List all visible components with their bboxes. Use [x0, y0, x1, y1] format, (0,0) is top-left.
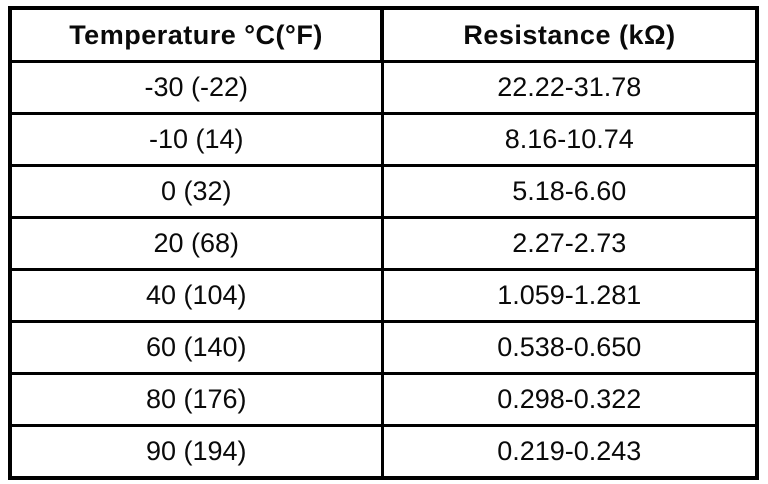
temperature-cell: 90 (194): [8, 424, 384, 480]
resistance-cell: 1.059-1.281: [380, 268, 759, 323]
table-header-row: Temperature °C(°F) Resistance (kΩ): [8, 6, 759, 63]
resistance-cell: 0.538-0.650: [380, 320, 759, 375]
table-row: -30 (-22) 22.22-31.78: [8, 60, 759, 115]
table-row: 60 (140) 0.538-0.650: [8, 320, 759, 375]
table-row: 80 (176) 0.298-0.322: [8, 372, 759, 427]
table-row: 90 (194) 0.219-0.243: [8, 424, 759, 480]
column-header-temperature: Temperature °C(°F): [8, 6, 384, 63]
temperature-cell: 20 (68): [8, 216, 384, 271]
resistance-cell: 0.298-0.322: [380, 372, 759, 427]
temperature-cell: -10 (14): [8, 112, 384, 167]
temperature-cell: 40 (104): [8, 268, 384, 323]
temperature-resistance-table: Temperature °C(°F) Resistance (kΩ) -30 (…: [8, 6, 759, 480]
resistance-cell: 5.18-6.60: [380, 164, 759, 219]
temperature-cell: 60 (140): [8, 320, 384, 375]
table-row: -10 (14) 8.16-10.74: [8, 112, 759, 167]
column-header-resistance: Resistance (kΩ): [380, 6, 759, 63]
table-row: 0 (32) 5.18-6.60: [8, 164, 759, 219]
resistance-cell: 2.27-2.73: [380, 216, 759, 271]
temperature-cell: -30 (-22): [8, 60, 384, 115]
resistance-cell: 8.16-10.74: [380, 112, 759, 167]
temperature-cell: 0 (32): [8, 164, 384, 219]
temperature-cell: 80 (176): [8, 372, 384, 427]
table-row: 20 (68) 2.27-2.73: [8, 216, 759, 271]
resistance-cell: 22.22-31.78: [380, 60, 759, 115]
resistance-cell: 0.219-0.243: [380, 424, 759, 480]
table-row: 40 (104) 1.059-1.281: [8, 268, 759, 323]
